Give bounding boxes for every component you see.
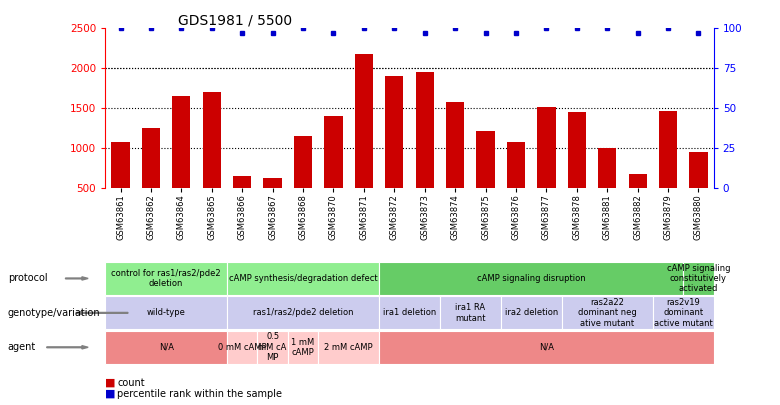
Bar (257, 331, 288, 364)
Bar (568, 111, 586, 188)
Text: ras2a22
dominant neg
ative mutant: ras2a22 dominant neg ative mutant (578, 298, 636, 328)
Bar (233, 176, 251, 188)
Bar (227, 331, 257, 364)
Bar (653, 296, 714, 329)
Bar (598, 147, 616, 188)
Bar (294, 136, 312, 188)
Bar (416, 72, 434, 188)
Bar (112, 142, 129, 188)
Bar (683, 262, 714, 295)
Text: protocol: protocol (8, 273, 48, 283)
Text: ira2 deletion: ira2 deletion (505, 308, 558, 318)
Text: cAMP signaling disruption: cAMP signaling disruption (477, 274, 586, 283)
Text: cAMP signaling
constitutively
activated: cAMP signaling constitutively activated (667, 264, 730, 293)
Text: N/A: N/A (539, 343, 554, 352)
Bar (537, 107, 555, 188)
Text: ira1 RA
mutant: ira1 RA mutant (455, 303, 486, 322)
Bar (379, 262, 683, 295)
Bar (379, 296, 440, 329)
Bar (203, 92, 221, 188)
Bar (227, 262, 379, 295)
Bar (507, 142, 525, 188)
Bar (318, 331, 379, 364)
Text: percentile rank within the sample: percentile rank within the sample (117, 389, 282, 399)
Bar (355, 54, 373, 188)
Bar (501, 296, 562, 329)
Text: cAMP synthesis/degradation defect: cAMP synthesis/degradation defect (229, 274, 378, 283)
Text: ira1 deletion: ira1 deletion (383, 308, 436, 318)
Text: N/A: N/A (158, 343, 174, 352)
Text: agent: agent (8, 342, 36, 352)
Bar (142, 128, 160, 188)
Text: count: count (117, 378, 144, 388)
Bar (629, 174, 647, 188)
Bar (288, 331, 318, 364)
Text: 2 mM cAMP: 2 mM cAMP (324, 343, 373, 352)
Bar (379, 331, 714, 364)
Text: GDS1981 / 5500: GDS1981 / 5500 (179, 13, 292, 27)
Text: control for ras1/ras2/pde2
deletion: control for ras1/ras2/pde2 deletion (112, 269, 221, 288)
Text: 0.5
mM cA
MP: 0.5 mM cA MP (258, 333, 287, 362)
Text: ras2v19
dominant
active mutant: ras2v19 dominant active mutant (654, 298, 713, 328)
Bar (385, 76, 403, 188)
Bar (690, 151, 707, 188)
Text: 0 mM cAMP: 0 mM cAMP (218, 343, 267, 352)
Bar (105, 296, 227, 329)
Bar (562, 296, 653, 329)
Text: wild-type: wild-type (147, 308, 186, 318)
Bar (264, 178, 282, 188)
Text: ■: ■ (105, 378, 115, 388)
Bar (446, 102, 464, 188)
Text: ras1/ras2/pde2 deletion: ras1/ras2/pde2 deletion (253, 308, 353, 318)
Bar (477, 131, 495, 188)
Text: genotype/variation: genotype/variation (8, 308, 101, 318)
Bar (324, 116, 342, 188)
Bar (440, 296, 501, 329)
Bar (227, 296, 379, 329)
Text: ■: ■ (105, 389, 115, 399)
Text: 1 mM
cAMP: 1 mM cAMP (292, 338, 314, 357)
Bar (105, 262, 227, 295)
Bar (172, 96, 190, 188)
Bar (105, 331, 227, 364)
Bar (659, 111, 677, 188)
